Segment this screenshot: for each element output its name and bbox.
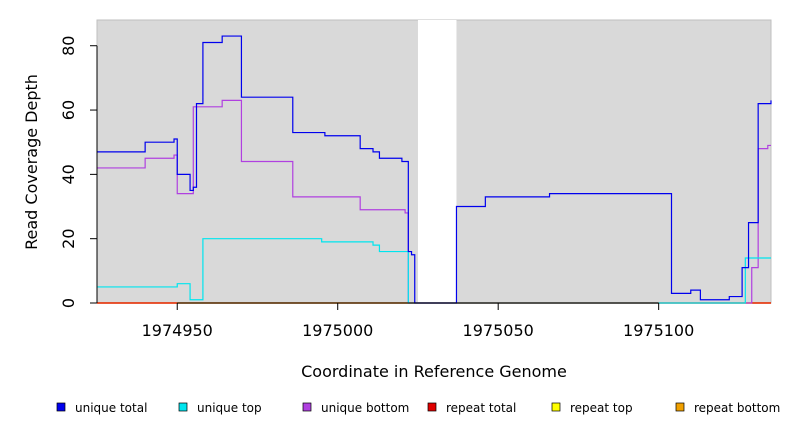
legend-label: unique total [75,401,147,415]
gap-region [417,20,457,303]
legend-swatch [302,402,312,412]
series-line-unique-total [97,35,772,304]
y-tick-label: 20 [59,229,78,249]
legend-item: unique total [56,401,147,415]
legend-item: unique bottom [302,401,409,415]
series-line-unique-bottom [97,99,771,304]
y-tick-label: 40 [59,164,78,184]
legend-label: repeat top [570,401,633,415]
legend-swatch [427,402,437,412]
x-tick-label: 1974950 [142,321,213,340]
legend-label: unique top [197,401,262,415]
legend-item: repeat total [427,401,516,415]
x-tick-label: 1975000 [302,321,373,340]
y-axis-label: Read Coverage Depth [22,74,41,250]
legend: unique total unique top unique bottom repea… [56,401,780,415]
x-tick-label: 1975100 [623,321,694,340]
legend-swatch [56,402,66,412]
legend-item: repeat bottom [675,401,780,415]
legend-swatch [675,402,685,412]
x-axis-label: Coordinate in Reference Genome [301,362,567,381]
x-axis: 1974950 1975000 1975050 1975100 [142,302,694,340]
x-tick-label: 1975050 [463,321,534,340]
y-tick-label: 60 [59,100,78,120]
legend-item: unique top [178,401,262,415]
y-tick-label: 80 [59,36,78,56]
legend-swatch [551,402,561,412]
y-axis: 0 20 40 60 80 [59,36,98,308]
legend-swatch [178,402,188,412]
legend-label: repeat bottom [694,401,780,415]
legend-label: unique bottom [321,401,409,415]
gap-layer [417,20,457,303]
legend-item: repeat top [551,401,633,415]
y-tick-label: 0 [59,298,78,308]
legend-label: repeat total [446,401,516,415]
